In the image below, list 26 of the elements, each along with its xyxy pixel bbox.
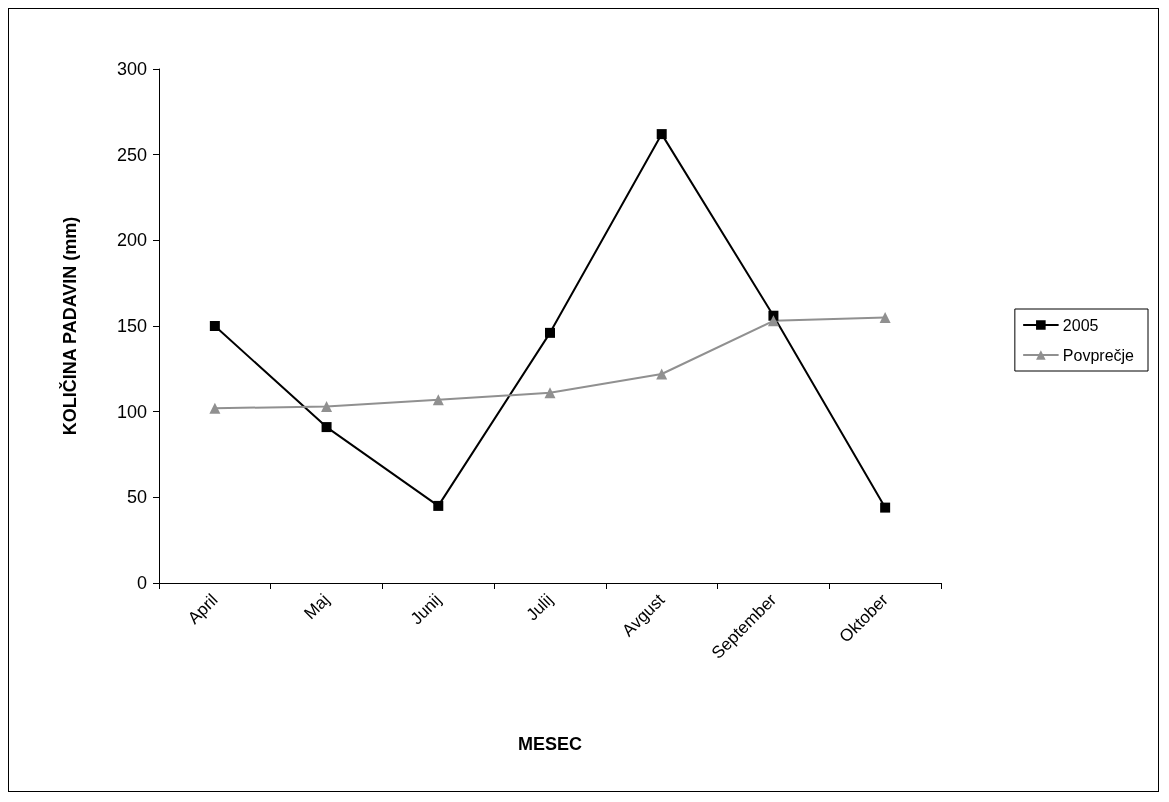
y-tick-label: 150 <box>116 316 147 336</box>
point <box>209 321 220 331</box>
x-tick-label: Maj <box>300 590 334 624</box>
point <box>880 502 891 513</box>
y-tick-label: 50 <box>126 487 147 508</box>
y-axis-title: KOLIČINA PADAVIN (mm) <box>59 216 80 436</box>
legend-label: 2005 <box>1062 316 1099 334</box>
point <box>321 401 333 413</box>
point <box>209 402 221 414</box>
y-tick-label: 0 <box>136 573 147 593</box>
y-tick-label: 300 <box>116 59 147 79</box>
x-tick-label: Julij <box>522 590 557 625</box>
point <box>545 327 555 338</box>
point <box>544 387 556 399</box>
y-tick-label: 100 <box>116 401 147 422</box>
y-tick-label: 200 <box>116 230 147 251</box>
point <box>767 315 779 327</box>
point <box>433 500 444 511</box>
point <box>432 394 444 406</box>
x-axis-title: MESEC <box>517 734 583 754</box>
point <box>879 311 891 323</box>
y-tick-label: 250 <box>116 144 147 165</box>
point <box>321 422 332 433</box>
point <box>656 368 668 380</box>
point <box>656 129 667 140</box>
legend-label: Povprečje <box>1062 346 1135 364</box>
